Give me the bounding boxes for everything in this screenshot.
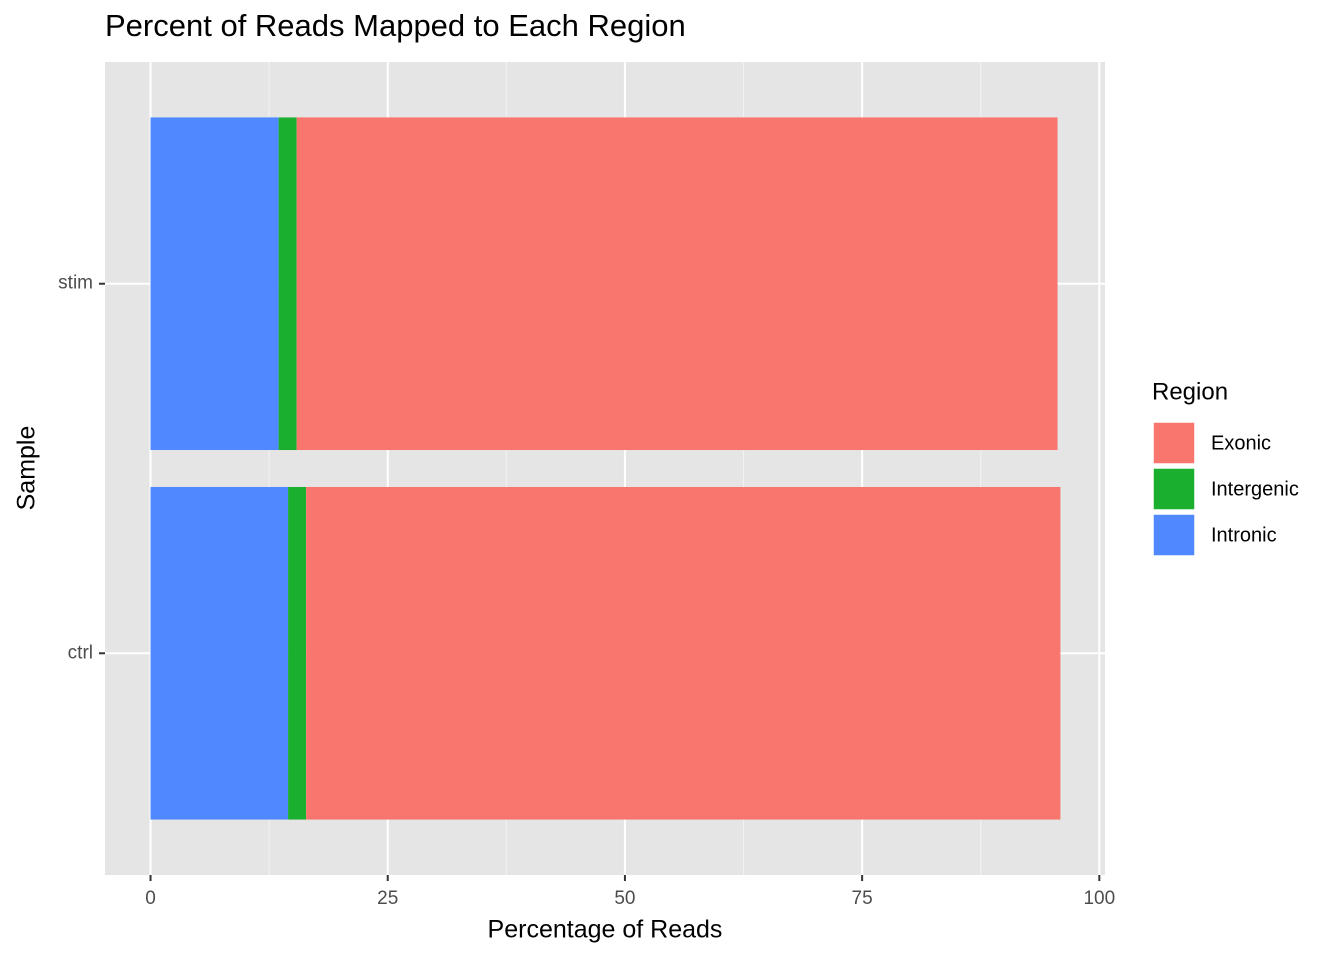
y-tick-label: stim — [58, 273, 93, 294]
x-tick-label: 25 — [377, 888, 398, 909]
legend-title: Region — [1152, 378, 1228, 405]
y-axis-title: Sample — [13, 426, 41, 511]
legend-swatch — [1152, 513, 1196, 557]
legend-label: Exonic — [1211, 432, 1271, 454]
bar-segment — [278, 117, 297, 451]
bar-segment — [296, 117, 1058, 451]
legend-label: Intronic — [1211, 524, 1277, 546]
legend-swatch — [1152, 467, 1196, 511]
bar-segment — [150, 486, 289, 820]
bars — [150, 117, 1061, 820]
axes: 0 25 50 75 100 ctrl stim — [58, 273, 1115, 909]
legend-swatch — [1152, 421, 1196, 465]
chart-title: Percent of Reads Mapped to Each Region — [105, 8, 686, 43]
x-tick-label: 75 — [852, 888, 873, 909]
x-tick-label: 0 — [145, 888, 156, 909]
y-tick-label: ctrl — [68, 642, 93, 663]
legend-label: Intergenic — [1211, 478, 1299, 500]
x-axis-title: Percentage of Reads — [488, 916, 723, 944]
bar-segment — [288, 486, 307, 820]
x-tick-label: 100 — [1083, 888, 1115, 909]
legend: Exonic Intergenic Intronic — [1152, 421, 1299, 557]
bar-segment — [306, 486, 1061, 820]
x-tick-label: 50 — [614, 888, 635, 909]
bar-segment — [150, 117, 279, 451]
